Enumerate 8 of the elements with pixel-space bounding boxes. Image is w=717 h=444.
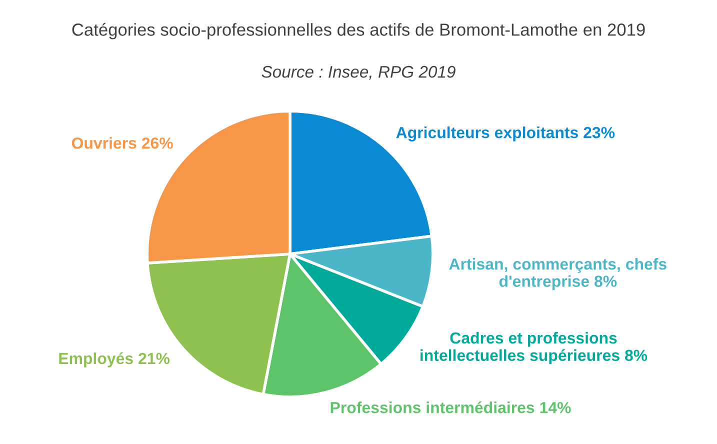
slice-label: Agriculteurs exploitants 23% bbox=[396, 126, 615, 142]
slice-label: Cadres et professions intellectuelles supérieures 8% bbox=[420, 332, 648, 364]
chart-subtitle: Source : Insee, RPG 2019 bbox=[262, 66, 456, 80]
chart-title: Catégories socio-professionnelles des actifs de Bromont-Lamothe en 2019 bbox=[72, 22, 645, 40]
slice-label: Ouvriers 26% bbox=[72, 137, 173, 149]
slice-label: Employés 21% bbox=[59, 352, 170, 368]
slice-label: Professions intermédiaires 14% bbox=[330, 401, 571, 414]
slice-label: Artisan, commerçants, chefs d'entreprise 8% bbox=[449, 258, 666, 290]
